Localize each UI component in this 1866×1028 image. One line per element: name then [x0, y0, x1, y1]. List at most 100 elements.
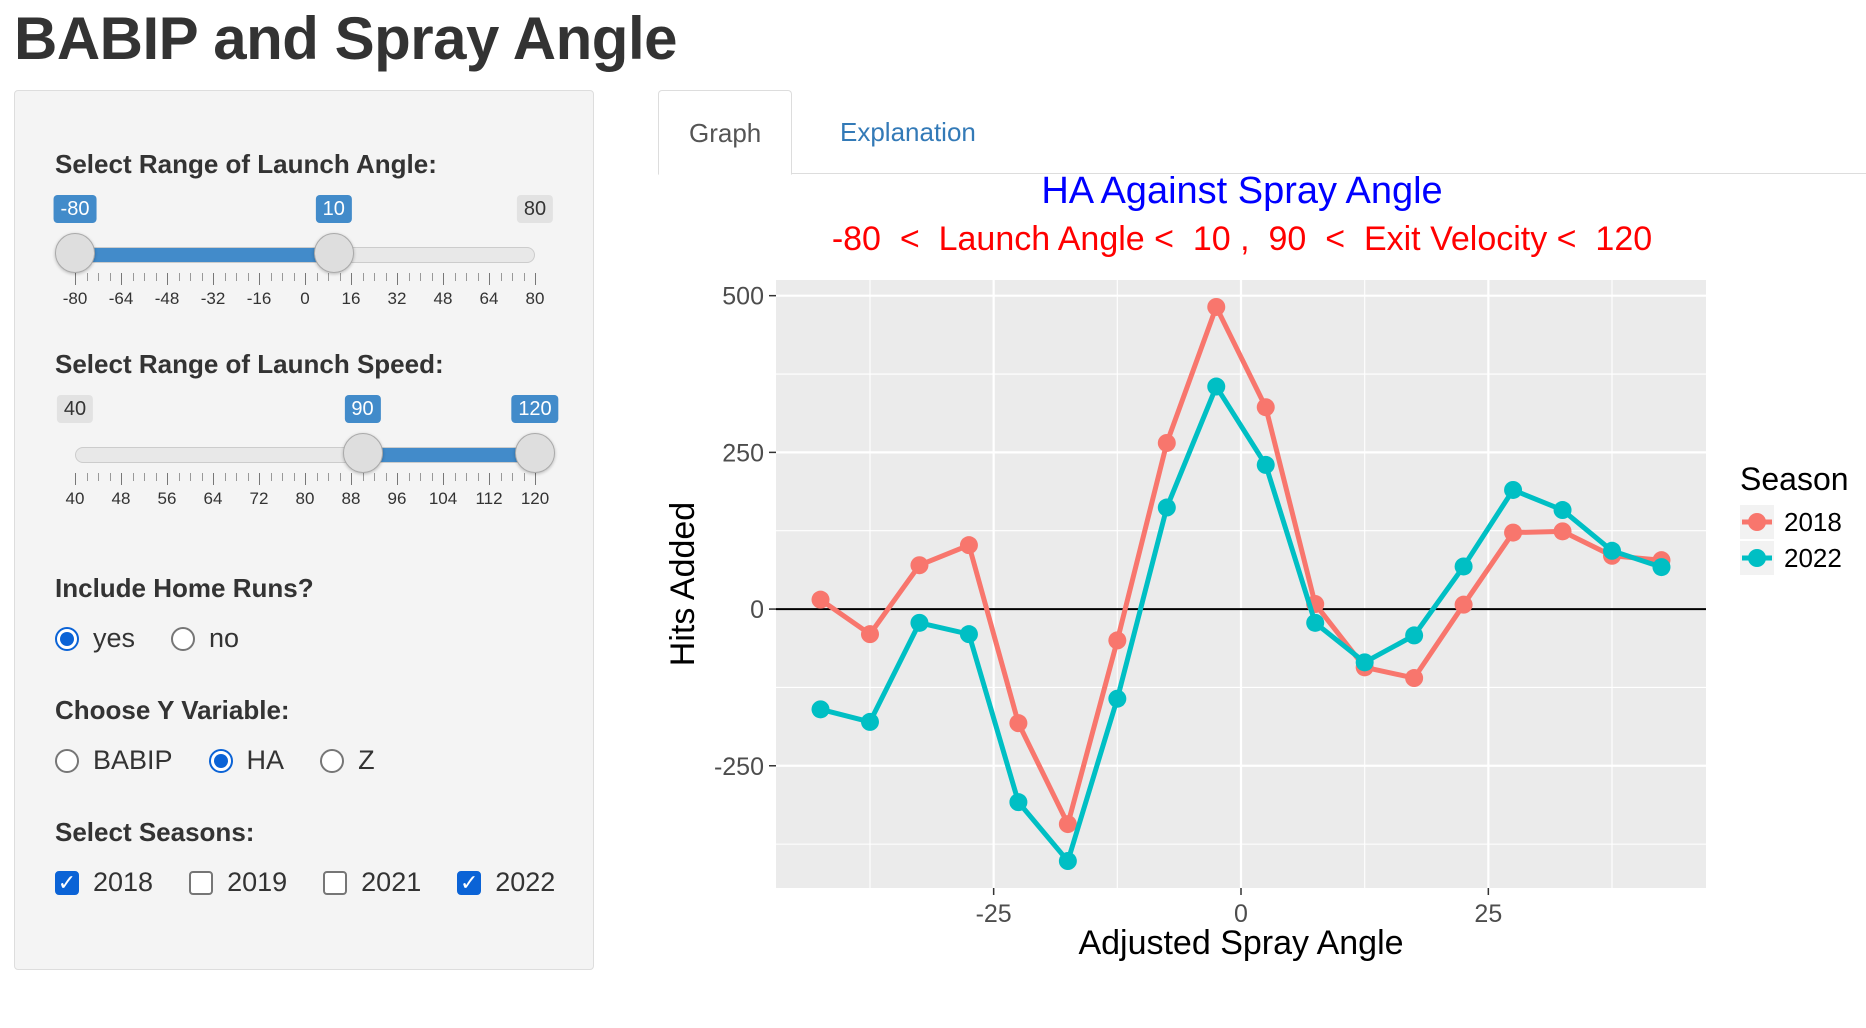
data-point-2022 — [1207, 377, 1226, 396]
launch-angle-tick — [270, 273, 272, 281]
launch-speed-tick — [144, 473, 145, 481]
data-point-2022 — [959, 625, 978, 644]
launch-speed-tick — [224, 473, 226, 481]
launch-speed-tick — [408, 473, 410, 481]
data-point-2018 — [811, 590, 830, 609]
launch-speed-tick — [305, 473, 306, 485]
y-variable-babip-label: BABIP — [93, 745, 173, 775]
launch-angle-to-handle[interactable] — [313, 233, 354, 273]
data-point-2018 — [910, 556, 929, 575]
launch-angle-selected-range — [75, 248, 334, 262]
y-tick-label: 0 — [750, 596, 764, 624]
y-variable-ha-radio[interactable] — [208, 748, 233, 773]
data-point-2022 — [860, 712, 879, 731]
launch-speed-tick — [155, 473, 157, 481]
launch-angle-tick-label: 16 — [341, 289, 361, 308]
launch-speed-tick — [500, 473, 502, 481]
home-runs-no-radio[interactable] — [171, 626, 196, 651]
legend-title: Season — [1740, 461, 1849, 497]
season-2019-label: 2019 — [227, 867, 288, 897]
data-point-2018 — [1009, 714, 1028, 733]
launch-speed-tick — [489, 473, 490, 485]
launch-angle-tick — [109, 273, 111, 281]
launch-speed-tick — [201, 473, 203, 481]
data-point-2022 — [1652, 558, 1671, 577]
launch-angle-tick — [489, 273, 490, 285]
tab-explanation[interactable]: Explanation — [840, 117, 976, 147]
season-2018-option[interactable]: ✓ 2018 — [55, 867, 153, 898]
launch-angle-tick — [523, 273, 525, 281]
y-variable-z-radio[interactable] — [320, 748, 345, 773]
y-variable-babip-radio[interactable] — [55, 748, 79, 773]
launch-speed-tick — [75, 473, 76, 485]
season-2022-checkbox[interactable]: ✓ — [457, 870, 482, 895]
launch-speed-tick — [385, 473, 387, 481]
launch-speed-tick — [362, 473, 364, 481]
launch-speed-tick — [132, 473, 134, 481]
home-runs-no-option[interactable]: no — [171, 623, 239, 654]
tab-graph[interactable]: Graph — [658, 90, 793, 175]
season-2018-checkbox[interactable]: ✓ — [55, 870, 79, 895]
home-runs-yes-radio[interactable] — [55, 626, 79, 651]
launch-speed-to-handle[interactable] — [515, 433, 555, 473]
sidebar-panel: Select Range of Launch Angle: -80 80 -80 10… — [14, 90, 594, 970]
launch-speed-tick — [282, 473, 283, 481]
launch-angle-tick — [213, 273, 214, 285]
data-point-2018 — [1454, 595, 1473, 614]
launch-speed-tick-label: 48 — [111, 489, 131, 508]
launch-speed-tick — [523, 473, 525, 481]
data-point-2022 — [1504, 480, 1523, 499]
launch-speed-tick-label: 72 — [249, 489, 269, 508]
season-2019-checkbox[interactable] — [189, 870, 214, 895]
launch-angle-tick — [224, 273, 226, 281]
launch-angle-from-handle[interactable] — [55, 233, 95, 273]
launch-angle-tick — [305, 273, 306, 285]
y-variable-babip-option[interactable]: BABIP — [55, 745, 173, 776]
launch-speed-tick-label: 64 — [203, 489, 223, 508]
home-runs-yes-option[interactable]: yes — [55, 623, 135, 654]
launch-angle-tick — [385, 273, 387, 281]
data-point-2018 — [1405, 669, 1424, 688]
season-2019-option[interactable]: 2019 — [189, 867, 287, 898]
launch-angle-tick — [339, 273, 341, 281]
launch-speed-tick — [454, 473, 456, 481]
season-2021-option[interactable]: 2021 — [323, 867, 421, 898]
data-point-2022 — [1256, 455, 1275, 474]
launch-angle-tick — [144, 273, 145, 281]
season-2021-checkbox[interactable] — [323, 870, 348, 895]
y-variable-ha-option[interactable]: HA — [208, 745, 285, 776]
launch-speed-min-label: 40 — [56, 395, 94, 423]
y-variable-z-option[interactable]: Z — [320, 745, 375, 776]
data-point-2022 — [811, 700, 830, 719]
launch-angle-label: Select Range of Launch Angle: — [55, 149, 437, 179]
launch-speed-slider[interactable]: 40120901204048566472808896104112120 — [55, 367, 559, 508]
launch-angle-tick — [293, 273, 295, 281]
data-point-2018 — [959, 536, 978, 555]
data-point-2022 — [1553, 501, 1572, 520]
launch-speed-from-handle[interactable] — [342, 433, 383, 473]
x-tick-label: 25 — [1474, 900, 1502, 928]
launch-speed-tick-label: 40 — [65, 489, 85, 508]
launch-angle-to-value: 10 — [315, 195, 352, 223]
launch-angle-tick — [132, 273, 134, 281]
launch-angle-tick — [362, 273, 364, 281]
data-point-2018 — [1157, 433, 1176, 452]
launch-angle-tick — [328, 273, 329, 281]
launch-speed-tick — [512, 473, 513, 481]
y-variable-label: Choose Y Variable: — [55, 695, 290, 725]
launch-speed-tick — [316, 473, 318, 481]
y-tick-label: -250 — [714, 753, 764, 781]
home-runs-no-label: no — [209, 623, 240, 653]
launch-angle-tick — [201, 273, 203, 281]
launch-angle-tick — [236, 273, 237, 281]
legend-key-point-2022 — [1748, 549, 1766, 567]
launch-angle-tick-label: -64 — [108, 289, 134, 308]
launch-angle-tick — [420, 273, 421, 281]
launch-angle-tick — [500, 273, 502, 281]
season-2022-option[interactable]: ✓ 2022 — [457, 867, 555, 898]
launch-speed-tick — [535, 473, 536, 485]
y-variable-ha-label: HA — [246, 745, 285, 775]
launch-angle-tick-label: 0 — [300, 289, 310, 308]
data-point-2022 — [1405, 626, 1424, 645]
